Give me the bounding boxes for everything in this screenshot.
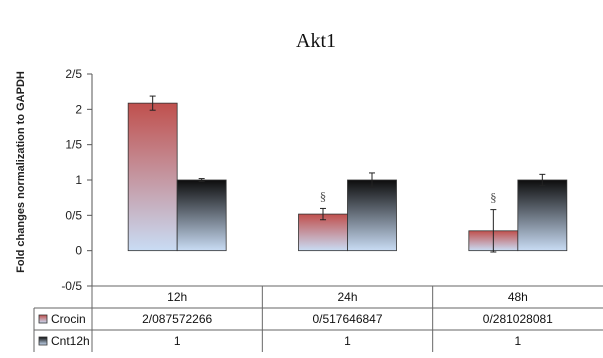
table-value-cnt12h: 1 <box>514 334 521 348</box>
table-value-cnt12h: 1 <box>344 334 351 348</box>
chart-title: Akt1 <box>296 30 336 52</box>
legend-swatch-crocin <box>38 314 48 324</box>
y-tick-label: 2/5 <box>65 67 82 81</box>
significance-marker: § <box>320 188 327 203</box>
bar-cnt12h-24h <box>347 179 397 252</box>
y-tick-label: 1 <box>75 173 82 187</box>
table-value-crocin: 2/087572266 <box>142 312 212 326</box>
bar-cnt12h-48h <box>517 179 568 252</box>
y-tick-label: 0 <box>75 244 82 258</box>
significance-marker: § <box>490 190 497 205</box>
x-category-label: 24h <box>337 290 357 304</box>
table-value-crocin: 0/281028081 <box>483 312 553 326</box>
y-tick-label: -0/5 <box>61 279 82 293</box>
legend-label-crocin: Crocin <box>51 312 86 326</box>
table-value-cnt12h: 1 <box>174 334 181 348</box>
x-category-label: 12h <box>167 290 187 304</box>
legend-label-cnt12h: Cnt12h <box>51 334 90 348</box>
table-value-crocin: 0/517646847 <box>312 312 382 326</box>
bar-crocin-12h <box>127 102 178 252</box>
y-axis-label: Fold changes normalization to GAPDH <box>15 71 27 273</box>
y-tick-label: 0/5 <box>65 208 82 222</box>
y-tick-label: 1/5 <box>65 138 82 152</box>
y-tick-label: 2 <box>75 102 82 116</box>
bar-cnt12h-12h <box>176 179 227 252</box>
x-category-label: 48h <box>508 290 528 304</box>
legend-swatch-cnt12h <box>38 336 48 346</box>
